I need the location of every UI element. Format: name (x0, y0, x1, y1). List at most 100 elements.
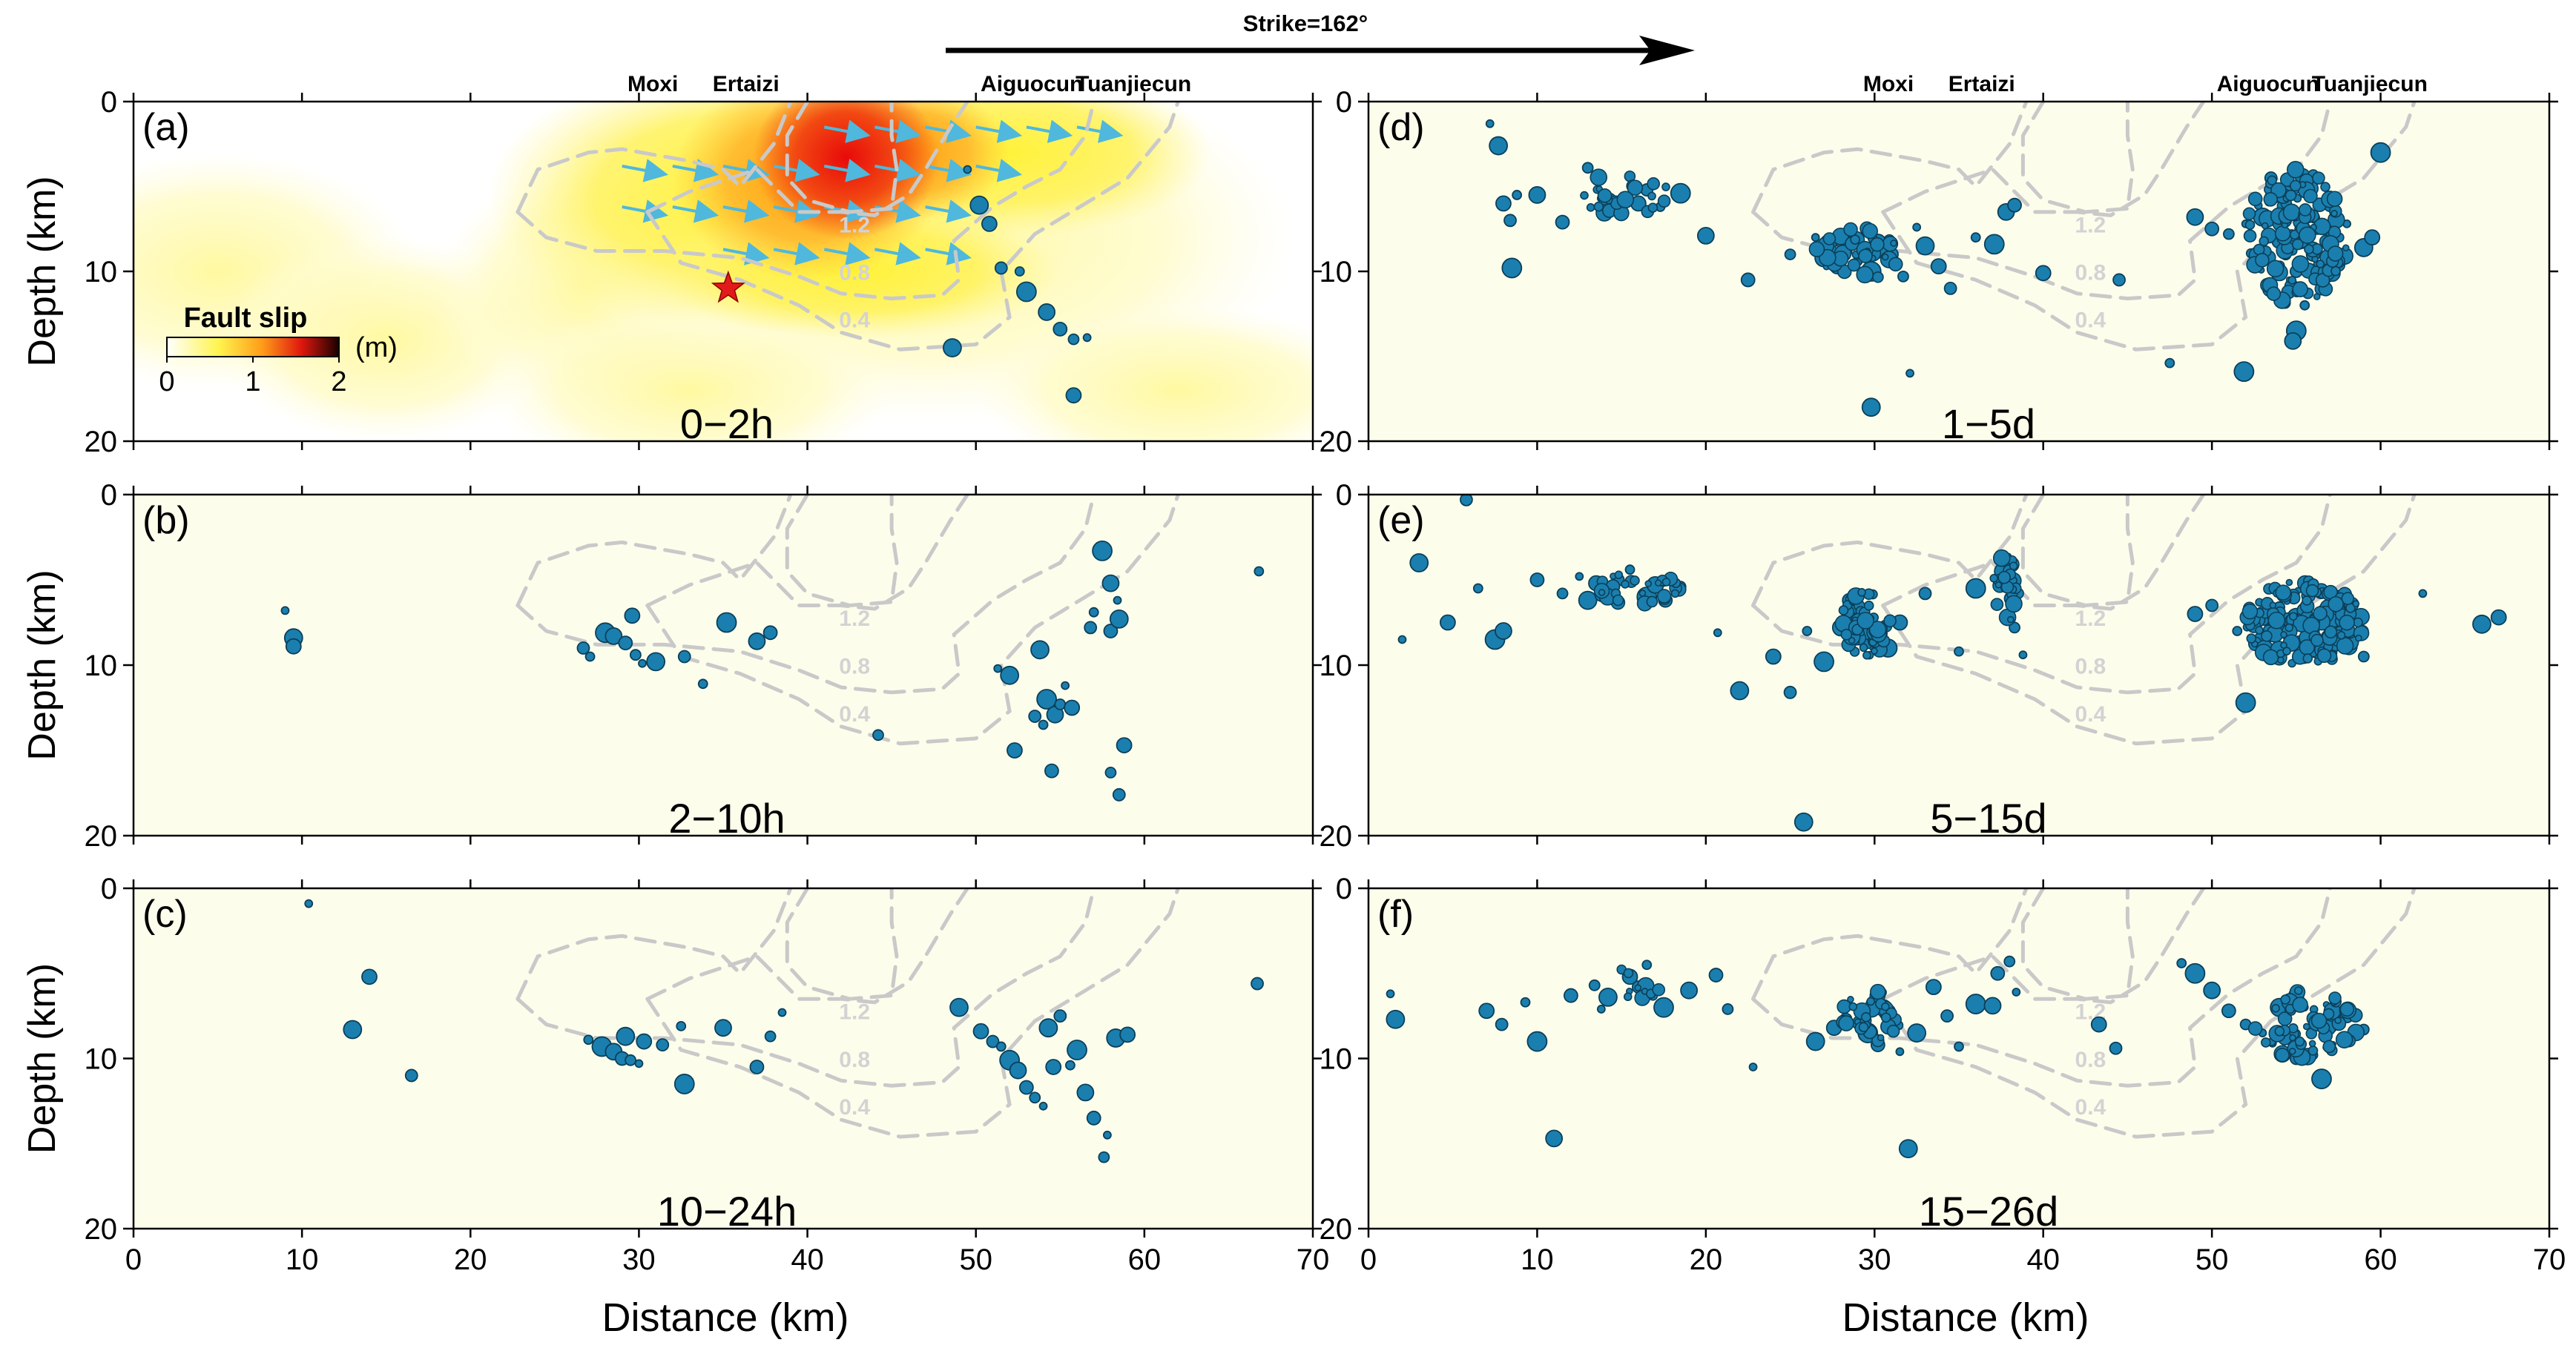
aftershock-point (576, 641, 590, 655)
aftershock-point (280, 606, 290, 615)
slip-vector (874, 119, 921, 143)
aftershock-point (1838, 605, 1849, 615)
aftershock-point (2285, 189, 2297, 202)
aftershock-point (285, 638, 302, 655)
colorbar-unit: (m) (355, 332, 398, 363)
aftershock-point (1861, 397, 1881, 417)
aftershock-point (2009, 561, 2018, 571)
aftershock-point (1597, 188, 1613, 203)
aftershock-point (1102, 1130, 1112, 1140)
aftershock-point (1647, 202, 1658, 213)
contour-label: 0.8 (2075, 1048, 2106, 1072)
aftershock-point (1647, 191, 1656, 201)
x-tick-label: 70 (2533, 1243, 2566, 1276)
aftershock-point (2232, 626, 2243, 636)
panel-label: (c) (142, 893, 188, 936)
aftershock-point (943, 338, 962, 357)
aftershock-point (2235, 692, 2256, 713)
aftershock-point (1512, 190, 1523, 200)
aftershock-point (2275, 1048, 2290, 1063)
slip-vector (925, 242, 972, 265)
aftershock-point (1802, 626, 1813, 636)
colorbar-tick-label: 1 (245, 366, 260, 397)
panel-d: 1.2 0.8 0.4 (d) 1−5d 0 10 20 Moxi Ertaizi Aiguocun… (1320, 72, 2558, 458)
aftershock-point (1646, 595, 1658, 608)
aftershock-point (1680, 981, 1699, 1000)
aftershock-point (1808, 241, 1825, 257)
slip-vector (823, 242, 871, 265)
aftershock-point (1857, 588, 1866, 597)
aftershock-point (2260, 1037, 2271, 1048)
aftershock-point (1907, 1023, 1927, 1043)
aftershock-point (2316, 648, 2332, 663)
aftershock-point (1784, 248, 1796, 261)
slip-contour (1751, 102, 2029, 214)
aftershock-point (616, 1026, 636, 1046)
aftershock-point (1905, 369, 1914, 378)
contour-label: 0.4 (2075, 702, 2106, 727)
aftershock-point (1503, 214, 1517, 228)
aftershock-point (1460, 495, 1473, 506)
slip-contour (515, 888, 793, 1001)
slip-vector (925, 159, 972, 182)
aftershock-point (2292, 281, 2308, 297)
slip-vector (975, 159, 1023, 182)
y-tick-label: 20 (85, 426, 118, 458)
colorbar: Fault slip 0 1 2 (m) (159, 303, 398, 397)
aftershock-point (2269, 601, 2277, 610)
aftershock-point (1880, 1012, 1891, 1023)
aftershock-point (2330, 265, 2341, 277)
aftershock-point (1990, 965, 2006, 981)
aftershock-point (2322, 1040, 2336, 1054)
panel-label: (a) (142, 106, 190, 149)
aftershock-point (1994, 581, 2003, 589)
aftershock-point (749, 1060, 765, 1074)
y-tick-label: 10 (85, 650, 118, 682)
aftershock-point (624, 607, 641, 624)
aftershock-point (1638, 589, 1647, 597)
aftershock-point (1101, 574, 1120, 592)
aftershock-point (1065, 1060, 1075, 1071)
slip-vector (722, 242, 770, 265)
aftershock-point (1858, 248, 1873, 264)
contour-label: 0.8 (2075, 655, 2106, 679)
x-tick-label: 10 (286, 1243, 319, 1276)
aftershock-point (1545, 1129, 1564, 1148)
town-label: Aiguocun (2217, 72, 2319, 96)
slip-contour (1881, 102, 2206, 217)
time-window-label: 15−26d (1919, 1188, 2058, 1235)
slip-contour (1881, 495, 2206, 611)
aftershock-point (1586, 203, 1595, 212)
aftershock-point (1661, 578, 1671, 587)
aftershock-point (2205, 598, 2219, 612)
aftershock-point (2326, 191, 2343, 208)
town-label: Tuanjiecun (1075, 72, 1191, 96)
aftershock-point (1990, 598, 2004, 612)
colorbar-tick-label: 2 (331, 366, 346, 397)
x-tick-label: 0 (1360, 1243, 1377, 1276)
aftershock-point (2164, 357, 2175, 369)
aftershock-point (1029, 1091, 1041, 1104)
aftershock-point (1409, 553, 1429, 572)
contour-label: 1.2 (839, 607, 870, 631)
aftershock-point (995, 1041, 1007, 1052)
aftershock-point (2299, 300, 2310, 311)
aftershock-point (1883, 614, 1897, 628)
aftershock-point (1015, 281, 1037, 303)
aftershock-point (2233, 361, 2255, 383)
aftershock-point (714, 1019, 732, 1037)
aftershock-point (1877, 1034, 1885, 1042)
colorbar-gradient (166, 337, 340, 357)
aftershock-point (1598, 987, 1618, 1007)
aftershock-point (1847, 258, 1861, 272)
aftershock-point (2187, 606, 2204, 622)
aftershock-point (762, 625, 778, 641)
aftershock-point (634, 1059, 644, 1068)
panel-background (134, 495, 1313, 836)
aftershock-point (1580, 191, 1589, 200)
aftershock-point (2328, 595, 2344, 612)
y-tick-label: 10 (1320, 1043, 1353, 1076)
aftershock-point (1657, 194, 1671, 208)
aftershock-point (1872, 271, 1884, 283)
